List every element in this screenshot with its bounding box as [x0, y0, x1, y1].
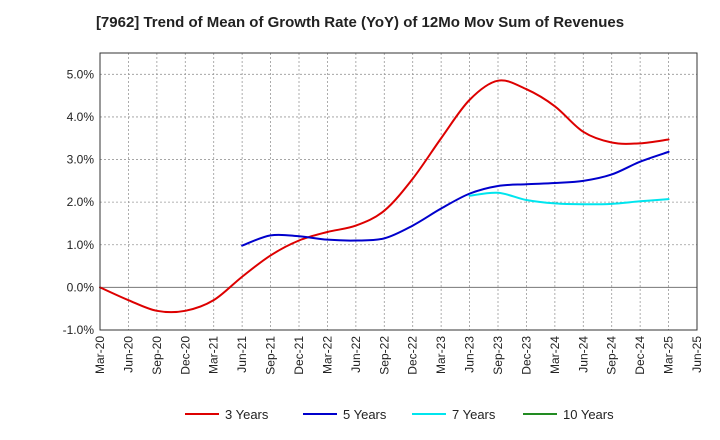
x-tick-label: Dec-23 — [519, 336, 533, 375]
legend-label-5-years: 5 Years — [343, 407, 387, 422]
x-tick-label: Jun-24 — [576, 336, 590, 373]
x-tick-label: Jun-25 — [690, 336, 704, 373]
y-tick-label: 2.0% — [67, 195, 95, 209]
x-tick-label: Dec-21 — [292, 336, 306, 375]
y-tick-label: 0.0% — [67, 280, 95, 294]
chart-title: [7962] Trend of Mean of Growth Rate (YoY… — [95, 14, 625, 31]
y-axis: -1.0% 0.0% 1.0% 2.0% 3.0% 4.0% 5.0% — [63, 67, 95, 337]
x-tick-label: Jun-20 — [121, 336, 135, 373]
x-tick-label: Sep-24 — [605, 336, 619, 375]
series-line-3-years — [99, 79, 670, 314]
x-tick-label: Dec-22 — [406, 336, 420, 375]
legend: 3 Years 5 Years 7 Years 10 Years — [185, 407, 614, 422]
x-tick-label: Sep-21 — [264, 336, 278, 375]
x-tick-label: Sep-22 — [377, 336, 391, 375]
x-tick-label: Sep-20 — [150, 336, 164, 375]
x-axis: Mar-20 Jun-20 Sep-20 Dec-20 Mar-21 Jun-21 Sep-… — [93, 336, 704, 375]
y-tick-label: 4.0% — [67, 110, 95, 124]
x-tick-label: Mar-21 — [207, 336, 221, 374]
x-tick-label: Mar-23 — [434, 336, 448, 374]
plot-area — [100, 53, 697, 330]
x-tick-label: Mar-24 — [548, 336, 562, 374]
series-layer — [99, 79, 670, 314]
y-tick-label: 1.0% — [67, 238, 95, 252]
x-tick-label: Jun-23 — [463, 336, 477, 373]
x-tick-label: Mar-22 — [320, 336, 334, 374]
x-tick-label: Jun-22 — [349, 336, 363, 373]
x-tick-label: Dec-24 — [633, 336, 647, 375]
legend-label-10-years: 10 Years — [563, 407, 614, 422]
series-line-5-years — [241, 150, 670, 247]
x-tick-label: Jun-21 — [235, 336, 249, 373]
plot-frame — [99, 52, 698, 331]
y-tick-label: -1.0% — [63, 323, 95, 337]
x-tick-label: Mar-25 — [662, 336, 676, 374]
y-tick-label: 5.0% — [67, 67, 95, 81]
legend-label-7-years: 7 Years — [452, 407, 496, 422]
y-tick-label: 3.0% — [67, 153, 95, 167]
series-line-7-years — [468, 191, 670, 206]
x-tick-label: Dec-20 — [178, 336, 192, 375]
x-tick-label: Mar-20 — [93, 336, 107, 374]
legend-label-3-years: 3 Years — [225, 407, 269, 422]
x-tick-label: Sep-23 — [491, 336, 505, 375]
